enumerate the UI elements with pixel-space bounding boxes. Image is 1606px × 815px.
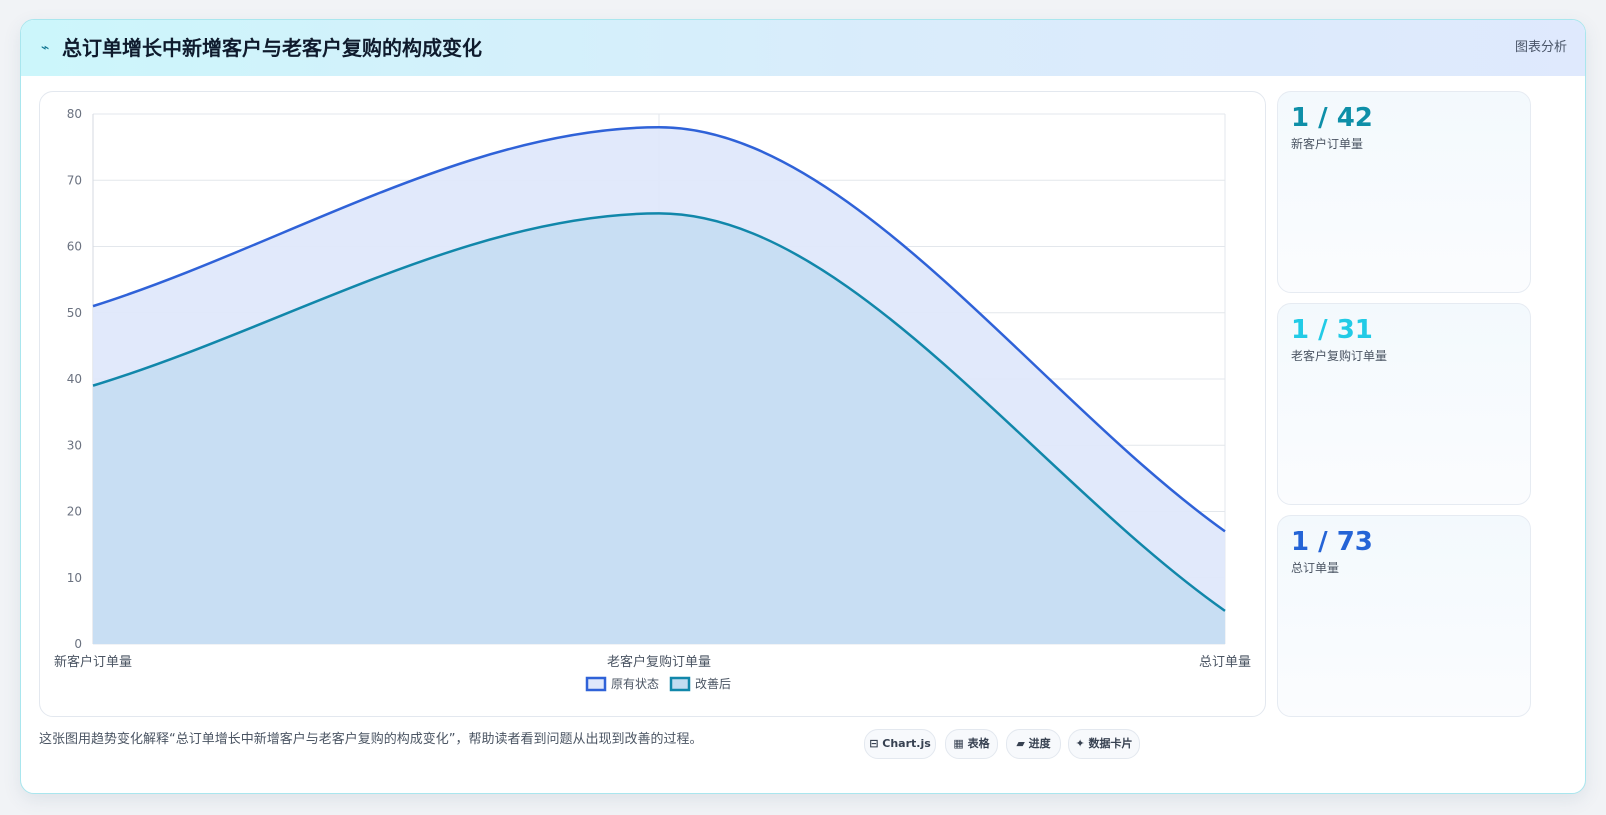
chip-data-cards[interactable]: ✦ 数据卡片 (1068, 729, 1140, 759)
stat-value: 1 / 42 (1291, 103, 1373, 133)
page-title: 总订单增长中新增客户与老客户复购的构成变化 (62, 36, 482, 60)
chip-label: Chart.js (882, 737, 931, 750)
bolt-icon: ⌁ (41, 40, 50, 56)
chart-panel: ⌁ 总订单增长中新增客户与老客户复购的构成变化 图表分析 0 10 20 30 40 50… (20, 19, 1586, 794)
y-tick-label: 0 (74, 637, 82, 651)
table-icon: ▦ (953, 737, 964, 750)
y-tick-label: 60 (67, 240, 82, 254)
stat-label: 总订单量 (1291, 561, 1340, 575)
y-tick-label: 10 (67, 571, 82, 585)
x-tick-label: 老客户复购订单量 (607, 654, 711, 670)
stat-card-repeat-customers: 1 / 31 老客户复购订单量 (1277, 303, 1531, 505)
chip-label: 表格 (967, 737, 990, 750)
sparkle-icon: ✦ (1075, 737, 1085, 750)
stat-label: 新客户订单量 (1291, 137, 1364, 151)
x-tick-label: 新客户订单量 (54, 654, 132, 670)
stat-card-new-customers: 1 / 42 新客户订单量 (1277, 91, 1531, 293)
chip-chartjs[interactable]: ⊟ Chart.js (864, 729, 936, 759)
panel-header: ⌁ 总订单增长中新增客户与老客户复购的构成变化 图表分析 (21, 20, 1585, 76)
stat-value: 1 / 31 (1291, 315, 1373, 345)
chip-table[interactable]: ▦ 表格 (945, 729, 998, 759)
y-tick-label: 20 (67, 505, 82, 519)
y-tick-label: 50 (67, 306, 82, 320)
legend-label: 原有状态 (611, 677, 659, 691)
x-tick-label: 总订单量 (1199, 655, 1251, 670)
series-line-0 (92, 125, 1226, 533)
chip-label: 数据卡片 (1088, 737, 1133, 750)
legend-label: 改善后 (695, 676, 731, 691)
window-icon: ⊟ (869, 737, 879, 750)
chart-card: 0 10 20 30 40 50 60 70 80 新客户订单量 老客户复购订单量 总订单量原有状态 改… (39, 91, 1266, 717)
stat-label: 老客户复购订单量 (1291, 349, 1388, 363)
legend-swatch (669, 676, 691, 692)
y-tick-label: 80 (67, 107, 82, 121)
legend-swatch (585, 676, 607, 692)
stat-card-total-orders: 1 / 73 总订单量 (1277, 515, 1531, 717)
y-tick-label: 30 (67, 438, 82, 452)
progress-icon: ▰ (1016, 737, 1025, 750)
chip-label: 进度 (1028, 737, 1051, 750)
stat-value: 1 / 73 (1291, 527, 1373, 557)
chip-progress[interactable]: ▰ 进度 (1006, 729, 1061, 759)
header-tag: 图表分析 (1514, 40, 1567, 55)
series-area-1 (93, 213, 1225, 644)
y-tick-label: 40 (67, 372, 82, 386)
chart-caption: 这张图用趋势变化解释“总订单增长中新增客户与老客户复购的构成变化”，帮助读者看到… (39, 732, 703, 747)
series-line-1 (92, 212, 1226, 612)
y-tick-label: 70 (67, 173, 82, 187)
